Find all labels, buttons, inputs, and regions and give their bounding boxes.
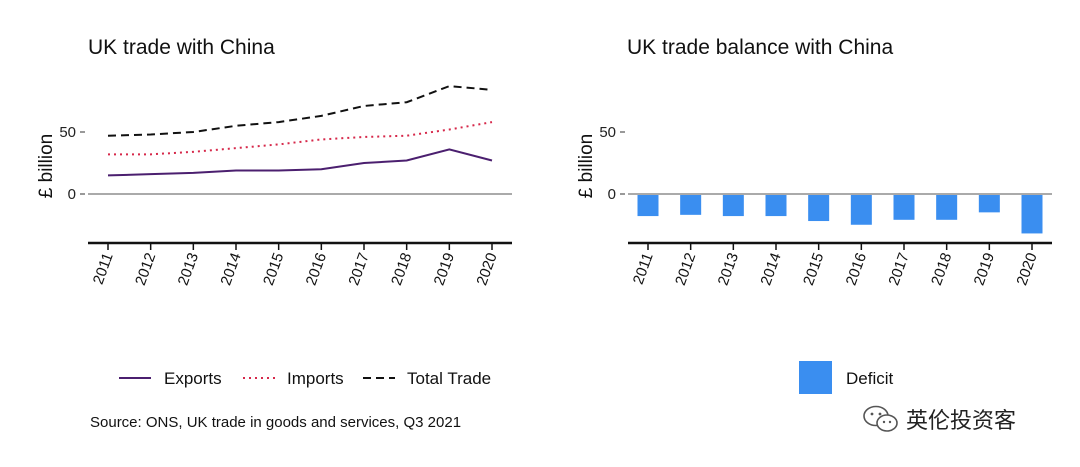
legend-total-swatch [363,377,395,379]
trade-xtick-label-2017: 2017 [345,251,372,288]
legend-imports-label: Imports [287,369,344,388]
trade-y-axis-label: £ billion [36,134,57,198]
series-line-total-trade [107,85,493,137]
trade-xtick-label-2015: 2015 [260,251,287,288]
bar-deficit-2011 [637,195,659,217]
balance-xtick-label-2015: 2015 [800,251,827,288]
trade-xtick-label-2013: 2013 [175,251,202,288]
bar-deficit-2017 [893,195,915,220]
balance-xtick-label-2018: 2018 [928,251,955,288]
trade-line-chart: 0 50£ billion 2011 2012 2013 2014 2015 2016 2017… [36,85,512,288]
balance-bar-chart: 0 50£ billion 2011 2012 2013 2014 2015 2016 2017… [576,124,1052,288]
series-line-imports [108,121,493,156]
trade-xtick-label-2019: 2019 [431,251,458,288]
legend-exports-label: Exports [164,369,222,388]
bar-deficit-2016 [850,195,872,225]
trade-ytick-label-50: 50 [59,124,76,141]
bar-deficit-2019 [978,195,1000,213]
legend-deficit-label: Deficit [846,369,894,388]
bar-deficit-2012 [680,195,702,215]
balance-y-axis-label: £ billion [576,134,597,198]
watermark-text: 英伦投资客 [906,408,1017,433]
legend-imports-swatch [243,377,275,379]
bar-deficit-2020 [1021,195,1043,234]
chart-title-trade: UK trade with China [88,36,275,59]
balance-xtick-label-2020: 2020 [1013,251,1040,288]
wechat-icon [863,405,898,432]
trade-xtick-label-2020: 2020 [473,251,500,288]
balance-xtick-label-2014: 2014 [757,251,784,288]
balance-xtick-label-2013: 2013 [715,251,742,288]
bar-deficit-2013 [722,195,744,217]
balance-xtick-label-2016: 2016 [843,251,870,288]
watermark: 英伦投资客 [862,403,1016,435]
chart-title-balance: UK trade balance with China [627,36,894,59]
balance-xtick-label-2012: 2012 [672,251,699,288]
legend-total-label: Total Trade [407,369,492,388]
source-note: Source: ONS, UK trade in goods and servi… [90,414,462,431]
bar-deficit-2018 [936,195,958,220]
balance-xtick-label-2017: 2017 [885,251,912,288]
series-line-exports [107,148,493,177]
trade-xtick-label-2014: 2014 [217,251,244,288]
legend-deficit-swatch [799,361,832,394]
trade-xtick-label-2016: 2016 [303,251,330,288]
trade-xtick-label-2011: 2011 [90,251,117,287]
balance-xtick-label-2019: 2019 [971,251,998,288]
balance-xtick-label-2011: 2011 [630,251,657,287]
trade-xtick-label-2018: 2018 [388,251,415,288]
trade-xtick-label-2012: 2012 [132,251,159,288]
trade-ytick-label-0: 0 [68,186,76,203]
balance-ytick-label-0: 0 [608,186,616,203]
balance-ytick-label-50: 50 [599,124,616,141]
legend-exports-swatch [119,377,151,379]
bar-deficit-2015 [808,195,830,222]
bar-deficit-2014 [765,195,787,217]
